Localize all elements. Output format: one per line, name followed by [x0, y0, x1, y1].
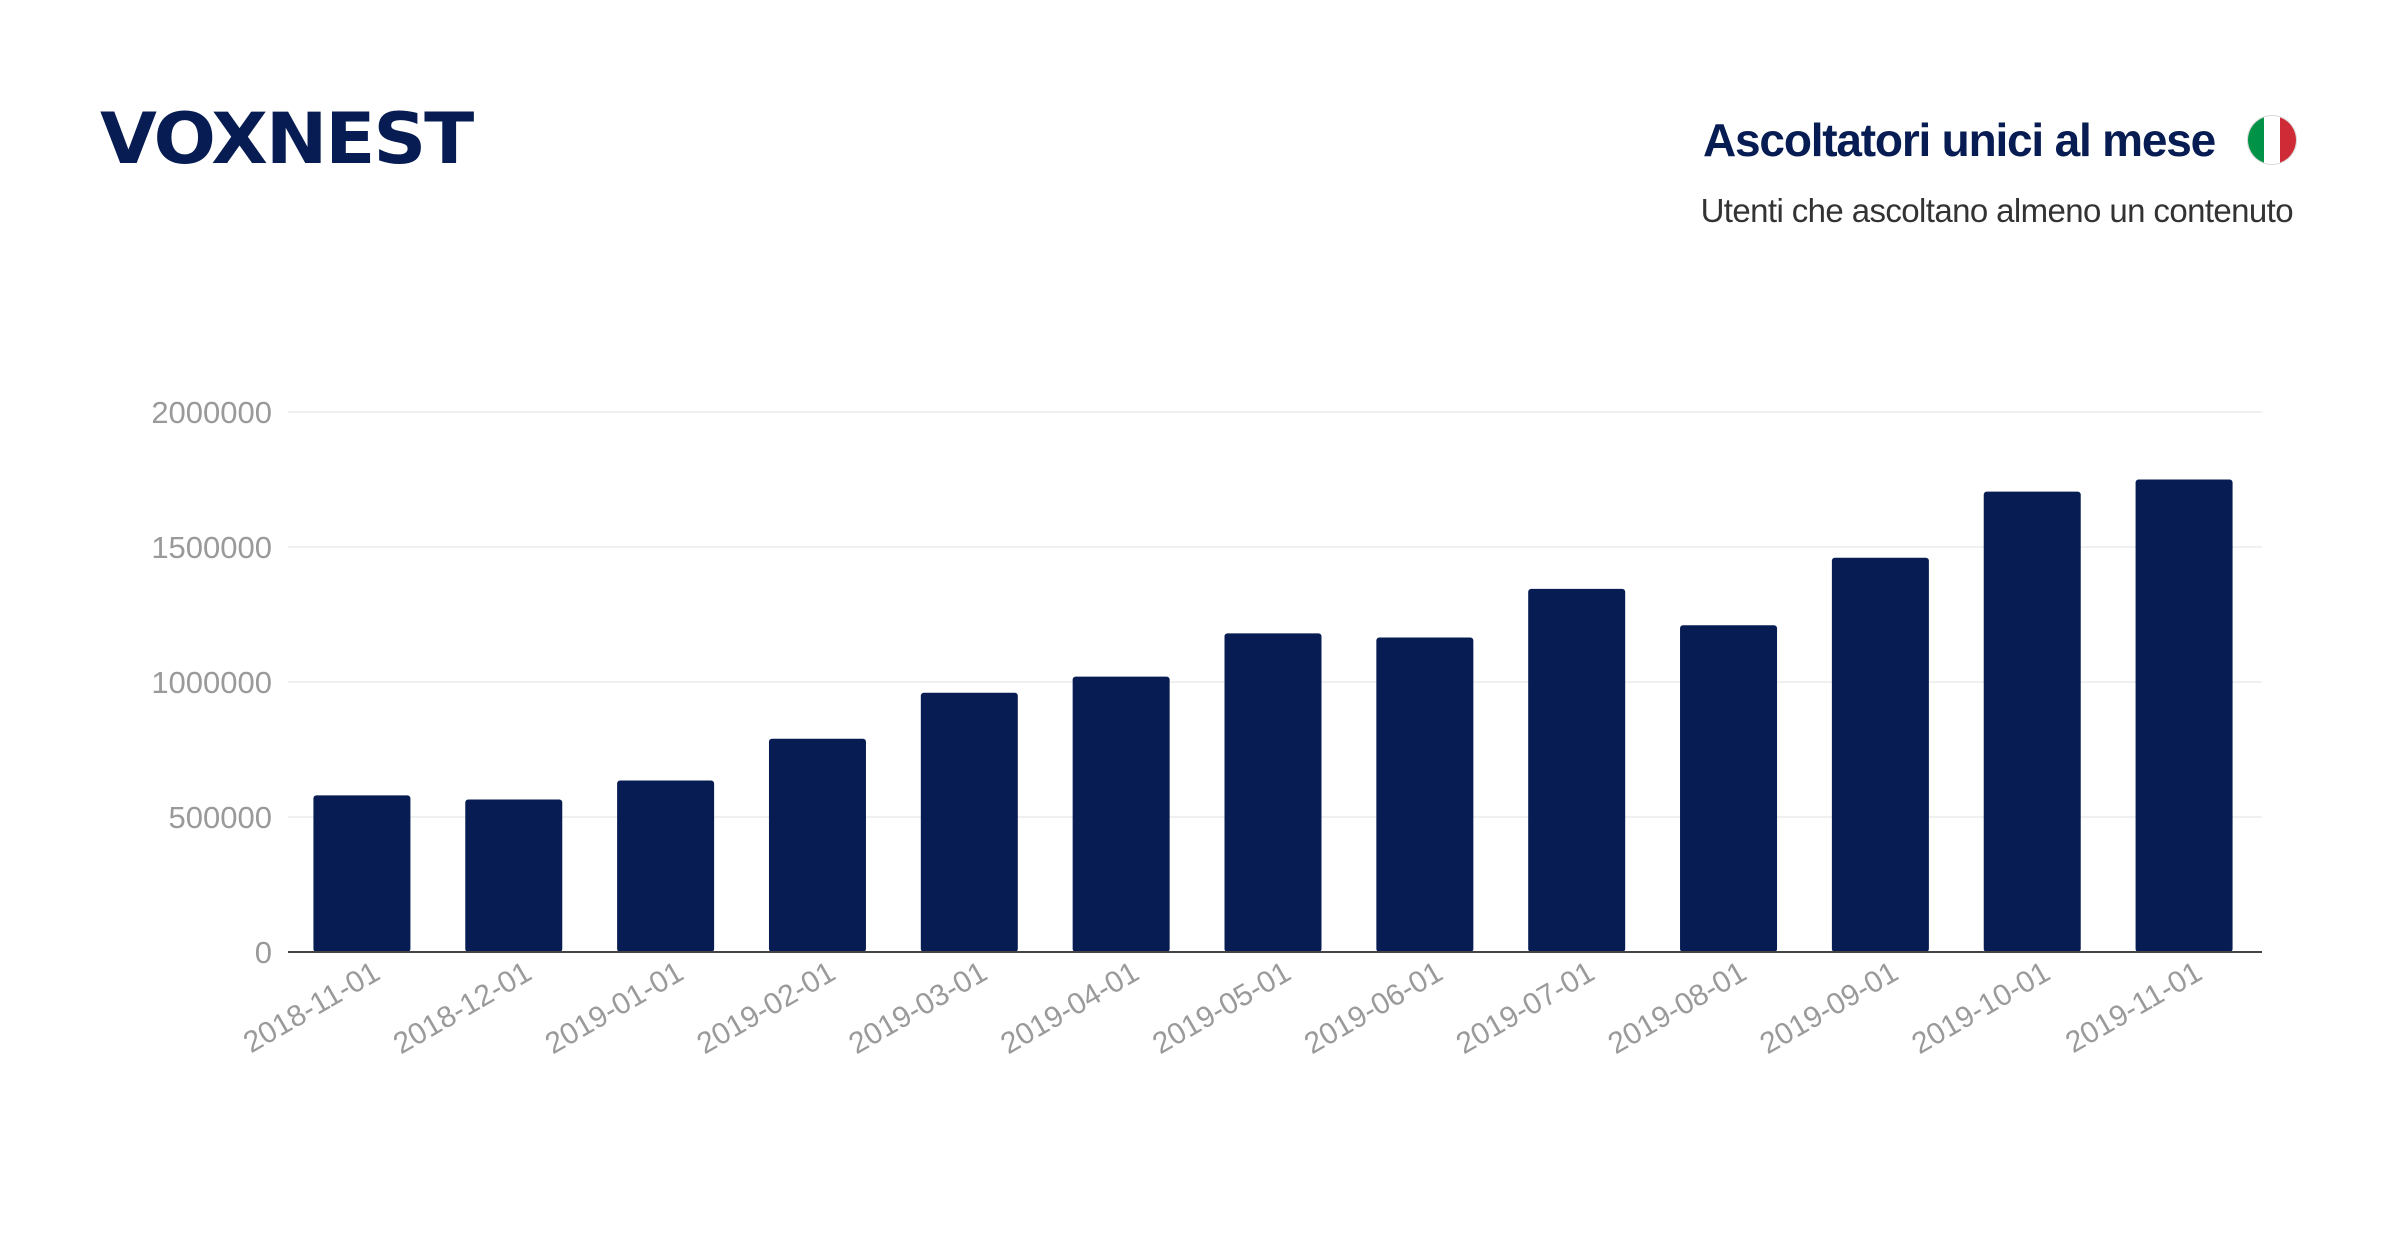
- x-tick-label: 2019-05-01: [1147, 955, 1296, 1060]
- y-tick-labels: 0 500000 1000000 1500000 2000000: [151, 395, 272, 970]
- bar: [1680, 625, 1778, 952]
- y-tick-label: 1000000: [151, 665, 272, 700]
- voxnest-logo: VOXNEST: [100, 98, 474, 180]
- y-tick-label: 0: [255, 935, 272, 970]
- bar: [2135, 479, 2233, 952]
- chart-header: Ascoltatori unici al mese Utenti che asc…: [1701, 110, 2297, 227]
- x-tick-labels: 2018-11-01 2018-12-01 2019-01-01 2019-02-01…: [238, 955, 2208, 1060]
- x-tick-label: 2019-02-01: [692, 955, 841, 1060]
- y-tick-label: 1500000: [151, 530, 272, 565]
- x-tick-label: 2019-10-01: [1906, 955, 2055, 1060]
- flag-stripe-white: [2264, 116, 2280, 164]
- x-tick-label: 2019-08-01: [1603, 955, 1752, 1060]
- bar: [465, 799, 563, 952]
- bar: [1528, 588, 1626, 952]
- bar: [920, 692, 1018, 952]
- x-tick-label: 2019-11-01: [2060, 955, 2207, 1059]
- bar: [617, 780, 715, 952]
- bar: [1983, 491, 2081, 952]
- flag-stripe-red: [2280, 116, 2296, 164]
- bar: [1376, 637, 1474, 952]
- x-tick-label: 2019-04-01: [995, 955, 1144, 1060]
- x-tick-label: 2019-09-01: [1754, 955, 1903, 1060]
- chart-title: Ascoltatori unici al mese: [1703, 114, 2216, 166]
- italy-flag-icon: [2247, 115, 2297, 165]
- bars: [313, 479, 2233, 952]
- x-tick-label: 2018-12-01: [388, 955, 537, 1060]
- bar: [1072, 676, 1170, 952]
- y-tick-label: 2000000: [151, 395, 272, 430]
- flag-stripe-green: [2248, 116, 2264, 164]
- x-tick-label: 2019-07-01: [1451, 955, 1600, 1060]
- y-tick-label: 500000: [169, 800, 272, 835]
- x-tick-label: 2019-06-01: [1299, 955, 1448, 1060]
- x-tick-label: 2019-03-01: [843, 955, 992, 1060]
- title-row: Ascoltatori unici al mese: [1701, 110, 2297, 170]
- x-tick-label: 2019-01-01: [540, 955, 689, 1060]
- bar: [768, 738, 866, 952]
- bar: [1831, 557, 1929, 952]
- bar: [1224, 633, 1322, 952]
- chart-subtitle: Utenti che ascoltano almeno un contenuto: [1700, 192, 2294, 229]
- x-tick-label: 2018-11-01: [238, 955, 385, 1059]
- bar: [313, 795, 411, 952]
